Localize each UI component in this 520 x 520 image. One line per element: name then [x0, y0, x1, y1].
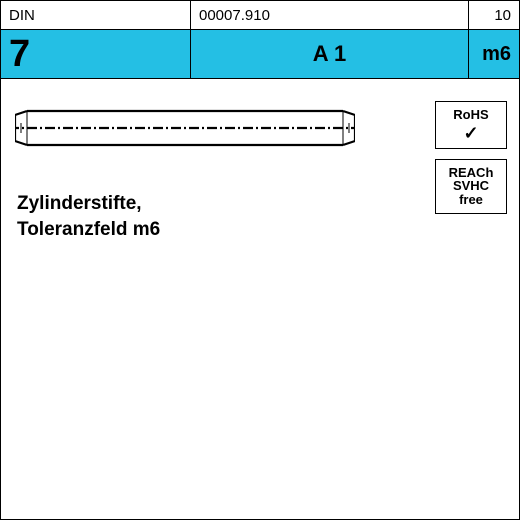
tolerance-label: m6 — [482, 43, 511, 66]
header-code: 10 — [494, 7, 511, 24]
standard-number: 7 — [9, 33, 30, 76]
tolerance-cell: m6 — [469, 30, 519, 78]
description-line2: Toleranzfeld m6 — [17, 217, 160, 243]
badges-column: RoHS ✓ REACh SVHC free — [435, 101, 507, 224]
standard-row: 7 A 1 m6 — [1, 30, 519, 79]
reach-line2: SVHC — [453, 179, 489, 193]
description-block: Zylinderstifte, Toleranzfeld m6 — [17, 191, 160, 242]
material-label: A 1 — [313, 41, 346, 67]
header-din-cell: DIN — [1, 1, 191, 29]
header-partno: 00007.910 — [199, 7, 270, 24]
header-row: DIN 00007.910 10 — [1, 1, 519, 30]
reach-line1: REACh — [449, 166, 494, 180]
check-icon: ✓ — [463, 124, 478, 142]
material-cell: A 1 — [191, 30, 469, 78]
description-line1: Zylinderstifte, — [17, 191, 160, 217]
rohs-label: RoHS — [453, 108, 488, 122]
standard-number-cell: 7 — [1, 30, 191, 78]
pin-drawing — [15, 103, 355, 153]
reach-line3: free — [459, 193, 483, 207]
header-code-cell: 10 — [469, 1, 519, 29]
body-area: Zylinderstifte, Toleranzfeld m6 RoHS ✓ R… — [1, 79, 519, 109]
page: DIN 00007.910 10 7 A 1 m6 Zylinderstifte… — [0, 0, 520, 520]
header-partno-cell: 00007.910 — [191, 1, 469, 29]
reach-badge: REACh SVHC free — [435, 159, 507, 214]
header-din-label: DIN — [9, 7, 35, 24]
rohs-badge: RoHS ✓ — [435, 101, 507, 149]
